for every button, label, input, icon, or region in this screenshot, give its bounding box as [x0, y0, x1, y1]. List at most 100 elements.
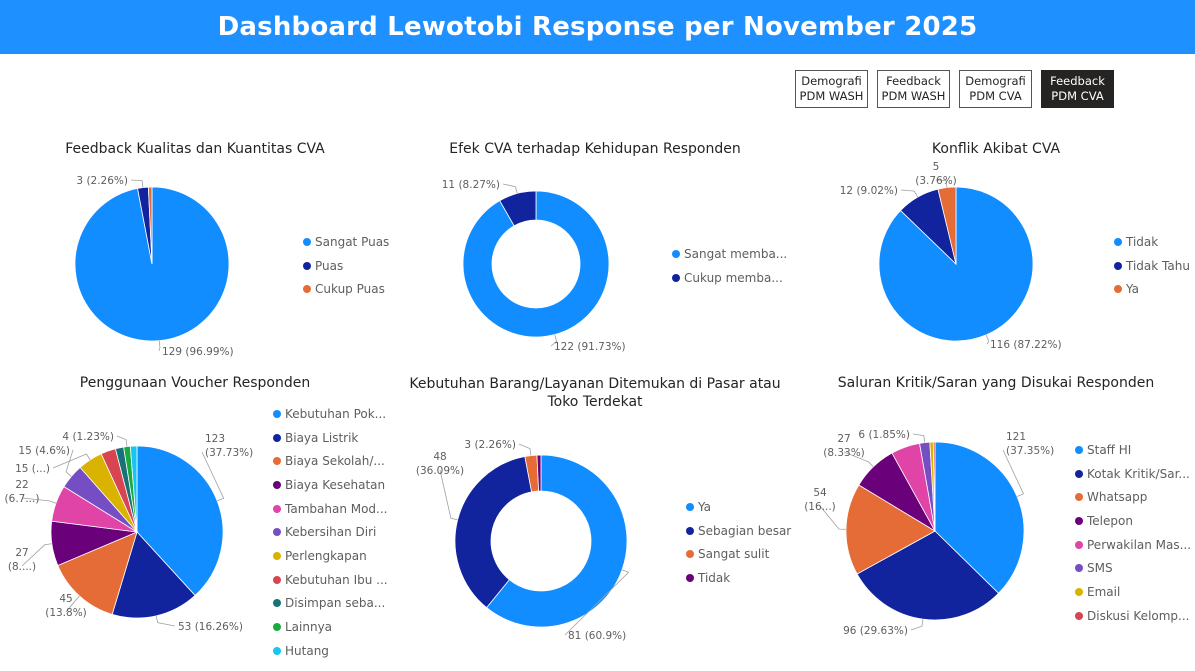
pie-chart-konflik: 116 (87.22%) 12 (9.02%) 5 (3.76%) — [840, 161, 1062, 351]
legend-item-hutang[interactable]: Hutang — [273, 639, 388, 663]
legend-item-tidak[interactable]: Tidak — [686, 566, 791, 590]
legend-item-perlengkapan[interactable]: Perlengkapan — [273, 544, 388, 568]
legend-dot-icon — [672, 249, 680, 258]
nav-button-line2: PDM WASH — [799, 89, 864, 103]
legend-item-lainnya[interactable]: Lainnya — [273, 615, 388, 639]
pie-chart-penggunaan-voucher: 123 (37.73%) 53 (16.26%) 45 (13.8%) 27 (8....)… — [5, 431, 254, 633]
legend-label: Whatsapp — [1087, 490, 1148, 505]
legend-label: Perlengkapan — [285, 548, 367, 563]
legend-label: Kebutuhan Ibu ... — [285, 572, 388, 587]
slice-kebutuhan-pok[interactable] — [136, 445, 224, 596]
data-label-puas: 3 (2.26%) — [76, 175, 128, 187]
legend-dot-icon — [1114, 261, 1122, 270]
legend-item-biaya-sekolah[interactable]: Biaya Sekolah/... — [273, 449, 388, 473]
data-label-biaya-sekolah: 45 (13.8%) — [45, 593, 87, 619]
legend-item-whatsapp[interactable]: Whatsapp — [1075, 485, 1191, 509]
legend-label: Sangat sulit — [698, 547, 770, 562]
slice-cukup-puas[interactable] — [147, 186, 153, 265]
nav-button-feedback-pdm-wash[interactable]: Feedback PDM WASH — [877, 70, 950, 108]
legend-item-kebutuhan-pok[interactable]: Kebutuhan Pok... — [273, 402, 388, 426]
legend-dot-icon — [273, 551, 281, 560]
legend-label: Kotak Kritik/Sar... — [1087, 466, 1190, 481]
legend-label: Tidak Tahu — [1126, 258, 1190, 273]
legend-item-biaya-kesehatan[interactable]: Biaya Kesehatan — [273, 473, 388, 497]
slice-cukup-memba[interactable] — [499, 190, 537, 227]
legend-dot-icon — [686, 573, 694, 582]
legend-item-staff-hi[interactable]: Staff HI — [1075, 438, 1191, 462]
legend-label: Cukup memba... — [684, 270, 783, 285]
legend-dot-icon — [273, 599, 281, 608]
leader-line — [935, 179, 948, 188]
leader-line — [819, 505, 847, 530]
legend-label: Puas — [315, 258, 344, 273]
slice-hutang[interactable] — [129, 445, 138, 533]
data-label-biaya-listrik: 53 (16.26%) — [178, 621, 243, 633]
data-label-sangat-puas: 129 (96.99%) — [162, 346, 234, 358]
legend-dot-icon — [1114, 237, 1122, 246]
legend-item-sebagian-besar[interactable]: Sebagian besar — [686, 519, 791, 543]
legend-item-disimpan-seba[interactable]: Disimpan seba... — [273, 592, 388, 616]
nav-button-feedback-pdm-cva[interactable]: Feedback PDM CVA — [1041, 70, 1114, 108]
legend-item-cukup-puas[interactable]: Cukup Puas — [303, 277, 389, 301]
legend-item-sangat-sulit[interactable]: Sangat sulit — [686, 542, 791, 566]
data-label-whatsapp: 54 (16...) — [804, 487, 836, 513]
slice-diskusi-kelomp[interactable] — [932, 441, 936, 532]
legend-item-kotak-kritik-sar[interactable]: Kotak Kritik/Sar... — [1075, 462, 1191, 486]
data-label-tambahan-mod: 22 (6.7...) — [5, 479, 40, 505]
legend-item-biaya-listrik[interactable]: Biaya Listrik — [273, 426, 388, 450]
chart-title-saluran-kritik: Saluran Kritik/Saran yang Disukai Respon… — [837, 375, 1155, 391]
pie-chart-feedback-kualitas: 129 (96.99%) 3 (2.26%) — [74, 175, 234, 358]
slice-staff-hi[interactable] — [934, 441, 1025, 594]
legend-item-ya[interactable]: Ya — [1114, 277, 1190, 301]
leader-line — [1002, 449, 1025, 497]
leader-line — [52, 453, 91, 469]
legend-dot-icon — [273, 409, 281, 418]
data-label-ya: 81 (60.9%) — [568, 630, 626, 642]
slice-ya[interactable] — [486, 454, 628, 628]
legend-item-kebutuhan-ibu[interactable]: Kebutuhan Ibu ... — [273, 568, 388, 592]
legend-label: Hutang — [285, 643, 329, 658]
legend-dot-icon — [273, 575, 281, 584]
nav-button-line2: PDM CVA — [969, 89, 1022, 103]
legend-item-puas[interactable]: Puas — [303, 254, 389, 278]
nav-button-demografi-pdm-cva[interactable]: Demografi PDM CVA — [959, 70, 1032, 108]
pie-chart-saluran-kritik: 121 (37.35%) 96 (29.63%) 54 (16...) 27 (8.33%)… — [804, 429, 1054, 637]
legend-label: Kebersihan Diri — [285, 525, 377, 540]
legend-item-email[interactable]: Email — [1075, 580, 1191, 604]
legend-item-tidak[interactable]: Tidak — [1114, 230, 1190, 254]
legend-dot-icon — [303, 261, 311, 270]
slice-biaya-sekolah[interactable] — [57, 531, 138, 615]
legend-item-sangat-puas[interactable]: Sangat Puas — [303, 230, 389, 254]
legend-item-cukup-memba[interactable]: Cukup memba... — [672, 266, 787, 290]
legend-label: Ya — [698, 499, 712, 514]
nav-button-line2: PDM CVA — [1051, 89, 1104, 103]
data-label-telepon: 27 (8.33%) — [823, 433, 865, 459]
legend-item-telepon[interactable]: Telepon — [1075, 509, 1191, 533]
data-label-tidak: 116 (87.22%) — [990, 339, 1062, 351]
legend-feedback-kualitas: Sangat Puas Puas Cukup Puas — [303, 230, 389, 301]
legend-item-sms[interactable]: SMS — [1075, 556, 1191, 580]
legend-item-kebersihan-diri[interactable]: Kebersihan Diri — [273, 520, 388, 544]
legend-item-sangat-memba[interactable]: Sangat memba... — [672, 242, 787, 266]
legend-item-tidak-tahu[interactable]: Tidak Tahu — [1114, 254, 1190, 278]
legend-item-ya[interactable]: Ya — [686, 495, 791, 519]
slice-kotak-kritik-sar[interactable] — [856, 530, 1000, 621]
slice-sebagian-besar[interactable] — [454, 456, 533, 609]
legend-item-perwakilan-mas[interactable]: Perwakilan Mas... — [1075, 533, 1191, 557]
legend-efek-cva: Sangat memba... Cukup memba... — [672, 242, 787, 289]
legend-label: Disimpan seba... — [285, 596, 386, 611]
legend-item-diskusi-kelomp[interactable]: Diskusi Kelomp... — [1075, 604, 1191, 628]
chart-title-penggunaan-voucher: Penggunaan Voucher Responden — [79, 375, 311, 391]
legend-dot-icon — [672, 273, 680, 282]
data-label-staff-hi: 121 (37.35%) — [1006, 431, 1054, 457]
legend-label: Email — [1087, 584, 1121, 599]
nav-button-demografi-pdm-wash[interactable]: Demografi PDM WASH — [795, 70, 868, 108]
legend-item-tambahan-mod[interactable]: Tambahan Mod... — [273, 497, 388, 521]
data-label-kebutuhan-pok: 123 (37.73%) — [205, 433, 253, 459]
slice-tidak[interactable] — [536, 454, 542, 492]
slice-sangat-memba[interactable] — [462, 190, 610, 338]
data-label-sangat-sulit: 3 (2.26%) — [464, 439, 516, 451]
chart-title-konflik: Konflik Akibat CVA — [931, 141, 1061, 157]
data-label-biaya-kesehatan: 27 (8....) — [8, 547, 36, 573]
legend-kebutuhan-barang: Ya Sebagian besar Sangat sulit Tidak — [686, 495, 791, 590]
